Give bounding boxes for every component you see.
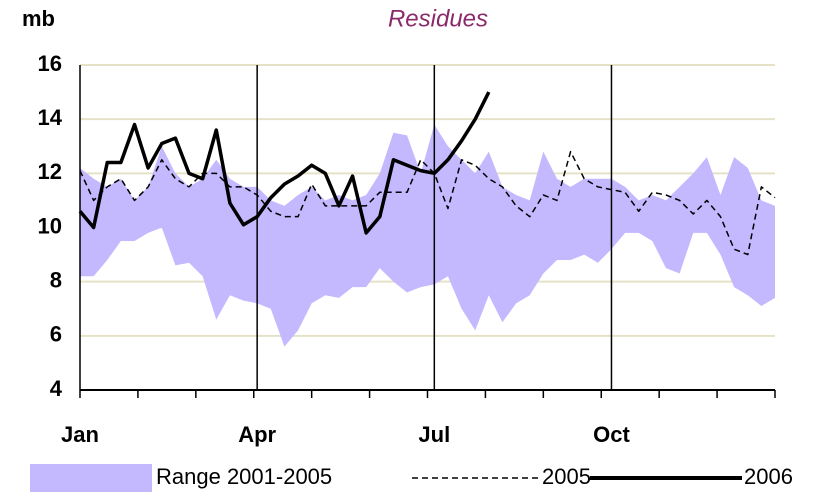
x-tick-label: Jul: [418, 422, 450, 447]
x-tick-label: Jan: [61, 422, 99, 447]
y-tick-label: 16: [38, 51, 62, 76]
y-tick-label: 4: [50, 376, 63, 401]
legend-swatch: [30, 464, 152, 492]
y-axis-label: mb: [22, 6, 55, 31]
y-tick-label: 10: [38, 213, 62, 238]
x-tick-label: Apr: [238, 422, 276, 447]
chart-title: Residues: [388, 5, 488, 32]
legend-label: 2005: [542, 464, 591, 489]
series-line: [78, 91, 491, 235]
legend-label: 2006: [744, 464, 793, 489]
y-tick-label: 14: [38, 105, 63, 130]
legend-label: Range 2001-2005: [156, 464, 332, 489]
y-tick-label: 8: [50, 267, 62, 292]
x-tick-label: Oct: [593, 422, 630, 447]
range-area: [80, 124, 775, 347]
y-tick-label: 12: [38, 159, 62, 184]
series-line: [79, 150, 776, 256]
y-tick-label: 6: [50, 322, 62, 347]
